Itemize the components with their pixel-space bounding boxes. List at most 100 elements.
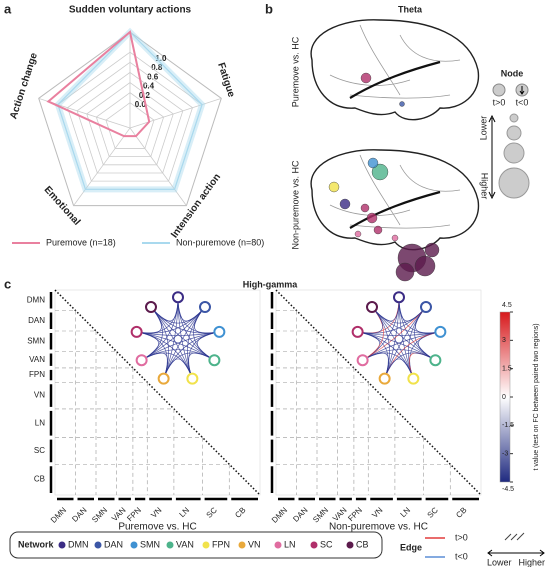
brain-node: [339, 198, 351, 210]
panel-label: b: [265, 1, 273, 16]
graph-edge: [136, 306, 162, 334]
series-line: [46, 30, 151, 138]
y-module-label: DMN: [27, 295, 45, 304]
colorbar-tick-label: 0: [502, 394, 506, 401]
network-swatch: [310, 541, 318, 549]
network-legend-title: Network: [18, 539, 55, 549]
brain-node: [360, 203, 370, 213]
network-swatch: [274, 541, 282, 549]
network-swatch: [58, 541, 66, 549]
size-legend: [498, 113, 530, 199]
legend-label: Puremove (n=18): [46, 237, 116, 247]
node-neg-label: t<0: [516, 97, 529, 107]
graph-node: [130, 325, 143, 338]
brain-node: [354, 230, 362, 238]
colorbar-tick-label: -1.5: [502, 422, 514, 429]
module-divider: [276, 381, 369, 495]
x-module-label: SMN: [311, 505, 330, 524]
colorbar-tick-label: 3: [502, 337, 506, 344]
brain-node: [371, 163, 389, 181]
graph-edge: [357, 306, 383, 334]
graph-node: [186, 372, 199, 385]
network-name: DAN: [104, 539, 123, 549]
brain-nodes: [328, 72, 440, 282]
x-module-label: CB: [233, 506, 247, 520]
r-tick-label: 0.2: [139, 91, 151, 100]
network-name: CB: [356, 539, 369, 549]
edge-legend-title: Edge: [400, 542, 422, 552]
axis-label: Emotional: [42, 184, 83, 227]
spoke: [129, 97, 222, 129]
brain-sulci: [329, 24, 461, 229]
colorbar-tick-label: 1.5: [502, 366, 512, 373]
network-swatch: [130, 541, 138, 549]
y-module-label: VAN: [29, 355, 45, 364]
graph-node: [366, 301, 379, 314]
brain-node: [373, 225, 383, 235]
y-module-label: LN: [35, 418, 45, 427]
x-module-label: LN: [178, 505, 192, 519]
colorbar-tick-label: 4.5: [502, 302, 512, 309]
network-name: FPN: [212, 539, 230, 549]
module-divider: [276, 351, 338, 495]
matrix-frame: [54, 289, 261, 496]
brain-node: [328, 181, 340, 193]
panel-title: Theta: [398, 4, 423, 14]
graph-node: [429, 354, 442, 367]
x-module-label: SMN: [90, 505, 109, 524]
axis-label: Action change: [8, 51, 40, 120]
colorbar-tick-label: -3: [502, 451, 508, 458]
axis-label: Fatigue: [215, 61, 237, 99]
x-module-label: VAN: [110, 505, 128, 523]
module-divider: [55, 330, 97, 495]
series-line: [57, 31, 203, 190]
graph-edge: [163, 297, 179, 379]
graph-node: [419, 301, 432, 314]
x-module-label: DAN: [70, 505, 88, 523]
y-module-label: SMN: [27, 336, 45, 345]
matrix-diagonal: [54, 289, 261, 496]
graph-node: [208, 354, 221, 367]
panel-label: c: [4, 276, 11, 291]
graph-node: [198, 301, 211, 314]
grid-ring: [67, 61, 193, 182]
network-name: DMN: [68, 539, 89, 549]
brain-node: [424, 242, 440, 258]
module-divider: [55, 351, 117, 495]
matrix-caption: Puremove vs. HC: [118, 522, 196, 533]
r-tick-label: 1.0: [155, 54, 167, 63]
edge-lower: Lower: [487, 557, 512, 567]
module-divider: [276, 408, 396, 495]
module-divider: [276, 367, 355, 495]
spoke: [73, 127, 131, 206]
x-module-label: DMN: [49, 505, 68, 524]
module-divider: [55, 463, 230, 495]
panel-title: High-gamma: [243, 279, 299, 289]
matrix-frame: [275, 289, 482, 496]
grid-ring: [95, 92, 165, 158]
higher-label: Higher: [480, 173, 490, 200]
y-module-label: DAN: [28, 316, 45, 325]
network-swatch: [166, 541, 174, 549]
edge-neg-label: t<0: [455, 551, 468, 561]
edge-higher: Higher: [518, 557, 545, 567]
matrix-diagonal: [275, 289, 482, 496]
network-swatch: [94, 541, 102, 549]
brain-node: [360, 72, 372, 84]
brain-outlines: [310, 19, 480, 251]
panel-label: a: [4, 1, 12, 16]
edge-width-icons: [504, 532, 525, 541]
node-pos-label: t>0: [493, 97, 506, 107]
r-tick-label: 0.8: [151, 63, 163, 72]
edge-width-arrow: [487, 549, 545, 557]
lower-label: Lower: [478, 116, 488, 141]
x-module-label: FPN: [125, 505, 143, 523]
brain-fissures: [349, 60, 441, 229]
x-module-label: LN: [399, 505, 413, 519]
x-module-label: CB: [454, 506, 468, 520]
network-name: LN: [284, 539, 296, 549]
grid-ring: [76, 71, 184, 174]
y-module-label: FPN: [29, 370, 45, 379]
brain-node: [395, 262, 415, 282]
